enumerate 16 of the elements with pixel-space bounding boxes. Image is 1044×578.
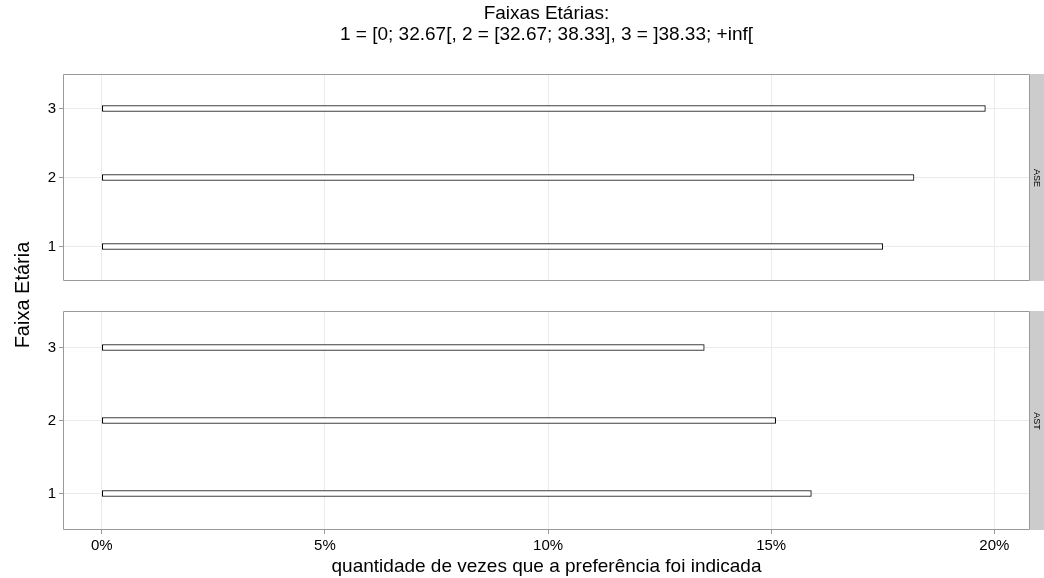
chart-title: Faixas Etárias: 1 = [0; 32.67[, 2 = [32.67; 38.33], 3 = ]38.33; +inf[	[338, 2, 754, 44]
text: ASE	[1032, 168, 1043, 187]
y-tick-label: 3	[47, 337, 56, 355]
y-tick-label: 1	[47, 236, 56, 254]
y-tick-label: 3	[47, 98, 56, 116]
text: AST	[1032, 411, 1043, 430]
x-tick-label: 0%	[90, 536, 113, 554]
x-tick-label: 15%	[756, 536, 787, 554]
y-tick-label: 1	[47, 483, 56, 501]
x-axis-title: quantidade de vezes que a preferência foi indicada	[331, 554, 762, 576]
x-tick-label: 10%	[533, 536, 564, 554]
y-tick-label: 2	[47, 167, 56, 185]
x-tick-label: 20%	[979, 536, 1010, 554]
y-tick-label: 2	[47, 410, 56, 428]
y-axis-title: Faixa Etária	[10, 241, 34, 349]
x-tick-label: 5%	[314, 536, 336, 554]
